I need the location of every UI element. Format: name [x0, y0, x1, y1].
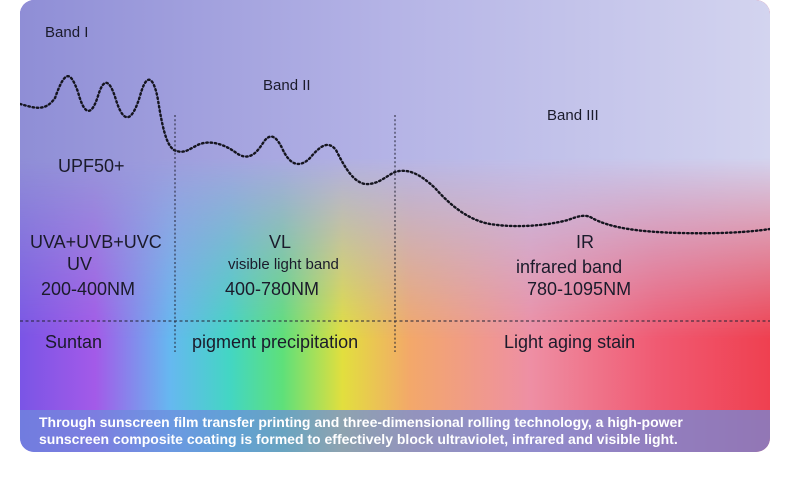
uv-name-label: UV: [67, 254, 93, 274]
spectrum-background: [20, 0, 770, 452]
ir-name-label: IR: [576, 232, 594, 252]
vl-effect-label: pigment precipitation: [192, 332, 359, 352]
ir-desc-label: infrared band: [516, 257, 623, 277]
uv-effect-label: Suntan: [45, 332, 103, 352]
spectrum-card: Band I Band II Band III UPF50+ UVA+UVB+U…: [20, 0, 770, 452]
uv-range-label: 200-400NM: [41, 279, 136, 299]
upf-label: UPF50+: [58, 156, 125, 176]
band-2-label: Band II: [263, 77, 311, 94]
ir-range-label: 780-1095NM: [527, 279, 632, 299]
band-3-label: Band III: [547, 107, 599, 124]
ir-effect-label: Light aging stain: [504, 332, 636, 352]
uv-types-label: UVA+UVB+UVC: [30, 232, 162, 252]
vl-desc-label: visible light band: [228, 256, 339, 273]
footer-line-2: sunscreen composite coating is formed to…: [39, 431, 678, 447]
footer-caption: Through sunscreen film transfer printing…: [20, 410, 770, 452]
vl-name-label: VL: [269, 232, 292, 252]
band-1-label: Band I: [45, 24, 89, 41]
vl-range-label: 400-780NM: [225, 279, 320, 299]
transmission-curve: [20, 75, 770, 235]
footer-line-1: Through sunscreen film transfer printing…: [39, 414, 683, 430]
